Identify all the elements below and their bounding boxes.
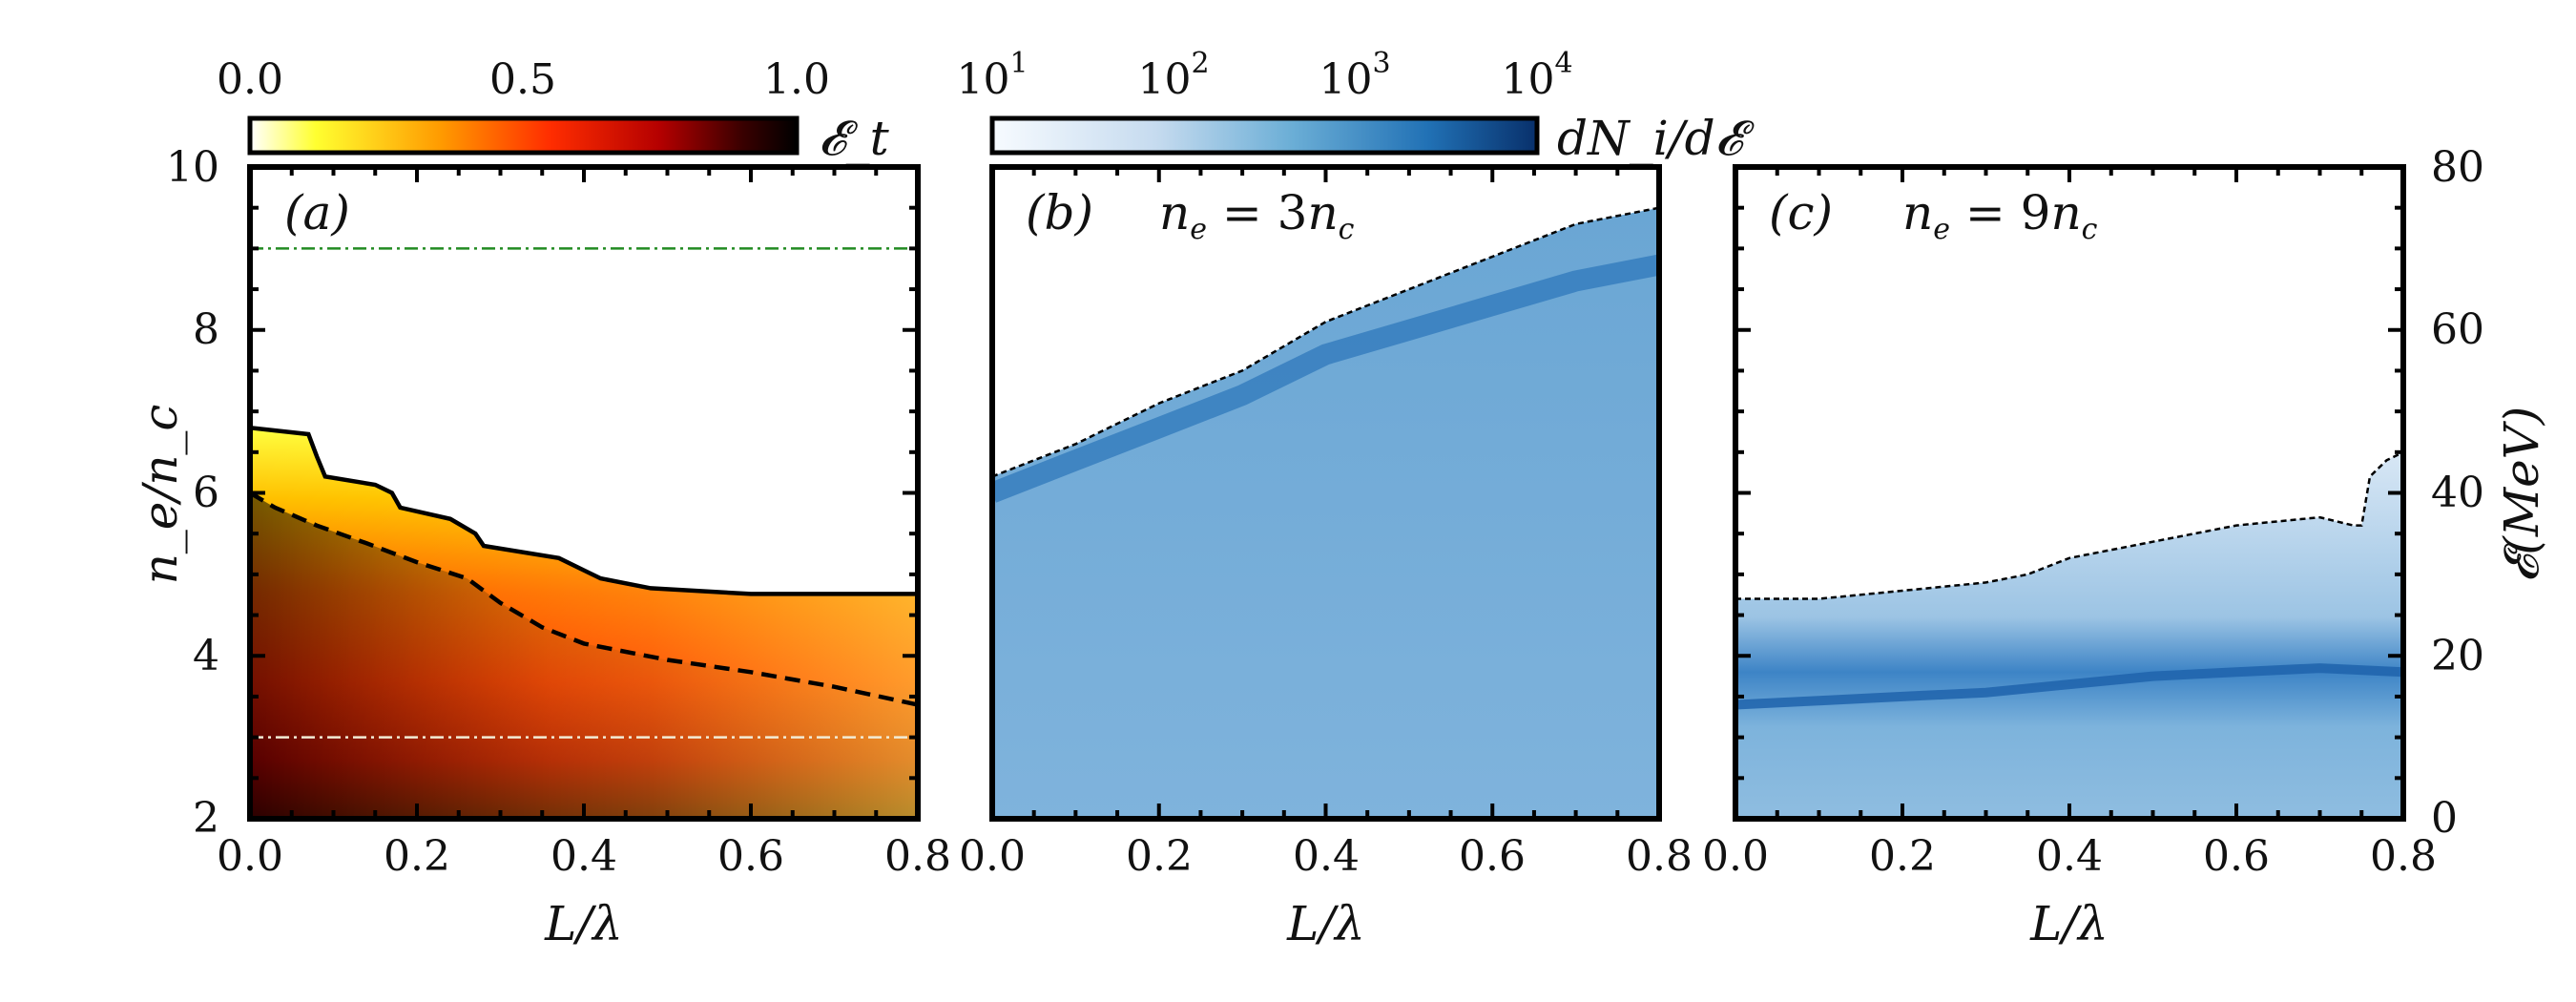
x-tick-a: 0.2: [384, 832, 450, 881]
y-tick-a: 4: [193, 632, 219, 680]
y-tick-c-right: 80: [2431, 143, 2484, 192]
y-tick-a: 6: [193, 469, 219, 517]
y-axis-label-a: n_e/n_c: [133, 405, 188, 585]
x-tick-c: 0.2: [1869, 832, 1936, 881]
x-tick-a: 0.6: [717, 832, 784, 881]
panel-c-annotation: (c): [1769, 185, 1833, 240]
x-tick-b: 0.4: [1293, 832, 1360, 881]
colorbar-hot-tick: 0.0: [217, 55, 283, 104]
colorbar-blues-label: dN_i/d𝓔: [1557, 111, 1755, 166]
spectral-band-c: [1735, 663, 2403, 710]
x-axis-label-b: L/λ: [1286, 896, 1365, 951]
x-tick-c: 0.4: [2036, 832, 2103, 881]
y-tick-c-right: 20: [2431, 632, 2484, 680]
heatmap-c-fill: [1735, 451, 2403, 819]
colorbar-blues-tick: 102: [1137, 47, 1209, 104]
colorbar-hot-tick: 0.5: [489, 55, 556, 104]
x-tick-a: 0.8: [884, 832, 951, 881]
contour-dashed: [250, 491, 918, 707]
cutoff-line-c: [1735, 450, 2403, 600]
x-tick-c: 0.6: [2203, 832, 2270, 881]
panel-a-annotation: (a): [284, 185, 350, 240]
panel-a: (a) 10 8 6 4 2 0.0 0.2 0.4 0.6 0.8 L/λ n…: [133, 143, 951, 951]
panel-c: (c) ne = 9nc 0.0 0.2 0.4 0.6 0.8 L/λ 80 …: [1702, 143, 2549, 951]
colorbar-blues-tick: 101: [956, 47, 1028, 104]
y-axis-label-c: 𝓔(MeV): [2494, 407, 2549, 583]
panel-c-density-label: ne = 9nc: [1902, 185, 2098, 246]
colorbar-blues: 101 102 103 104 dN_i/d𝓔: [956, 47, 1755, 166]
colorbar-hot-label: 𝓔_t: [819, 111, 890, 166]
spectral-band-b: [992, 254, 1659, 503]
y-tick-c-right: 0: [2431, 794, 2458, 843]
colorbar-hot: 0.0 0.5 1.0 𝓔_t: [217, 55, 890, 166]
panel-c-ticks: [1734, 165, 2405, 821]
colorbar-blues-gradient: [989, 115, 1540, 156]
x-tick-c: 0.0: [1702, 832, 1769, 881]
x-tick-c: 0.8: [2370, 832, 2437, 881]
x-tick-b: 0.2: [1126, 832, 1193, 881]
x-tick-b: 0.6: [1459, 832, 1526, 881]
y-tick-c-right: 40: [2431, 469, 2484, 517]
colorbar-blues-tick: 103: [1319, 47, 1390, 104]
y-tick-a: 2: [193, 794, 219, 843]
x-axis-label-a: L/λ: [544, 896, 623, 951]
y-tick-a: 10: [166, 143, 219, 192]
heatmap-a-highlight: [250, 428, 918, 819]
colorbar-hot-gradient: [247, 115, 800, 156]
colorbar-hot-tick: 1.0: [763, 55, 830, 104]
x-tick-b: 0.0: [959, 832, 1026, 881]
x-axis-label-c: L/λ: [2029, 896, 2109, 951]
panel-b-ticks: [990, 167, 1661, 819]
panel-a-ticks: [248, 165, 920, 821]
x-tick-a: 0.4: [551, 832, 617, 881]
colorbar-blues-tick: 104: [1501, 47, 1572, 104]
y-tick-c-right: 60: [2431, 305, 2484, 354]
contour-solid: [250, 425, 918, 596]
panel-b-density-label: ne = 3nc: [1159, 185, 1355, 246]
x-tick-b: 0.8: [1626, 832, 1693, 881]
panel-b: (b) ne = 3nc 0.0 0.2 0.4 0.6 0.8 L/λ: [959, 164, 1693, 951]
heatmap-b-fill: [992, 207, 1659, 819]
x-tick-a: 0.0: [217, 832, 283, 881]
y-tick-a: 8: [193, 305, 219, 354]
panel-b-annotation: (b): [1026, 185, 1093, 240]
